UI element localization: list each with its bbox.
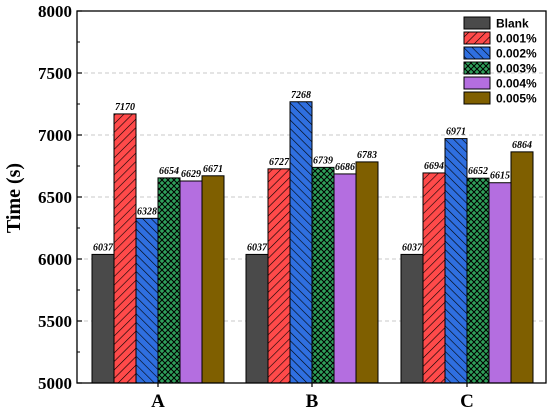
bar-b-0-004 [333,173,357,384]
bar-b-0-002-hatch [290,101,312,383]
data-label-c-0-004: 6615 [490,171,510,182]
bar-c-blank [400,253,424,384]
data-label-a-blank: 6037 [93,242,114,253]
bar-a-blank [91,253,115,384]
bar-a-0-004 [179,180,203,384]
y-tick-label-6000: 6000 [38,250,72,269]
legend-swatch-0-004 [463,76,491,90]
bar-c-0-004 [488,182,512,384]
data-label-a-0-005: 6671 [203,164,223,175]
bars [91,101,534,384]
legend-swatch-0-005 [463,91,491,105]
x-tick-label-b: B [306,391,319,412]
y-tick-label-6500: 6500 [38,188,72,207]
data-label-c-0-005: 6864 [512,140,532,151]
data-label-b-0-001: 6727 [269,157,290,168]
bar-b-0-005 [355,161,379,384]
data-label-c-0-001: 6694 [424,161,444,172]
bar-b-0-001-hatch [268,168,290,383]
data-label-a-0-002: 6328 [137,206,157,217]
y-tick-label-5000: 5000 [38,374,72,393]
data-label-a-0-001: 7170 [115,102,135,113]
bar-c-0-001-hatch [423,172,445,383]
data-label-c-0-002: 6971 [446,127,466,138]
bar-b-blank [245,253,269,384]
legend-label-0-005: 0.005% [496,92,537,106]
y-tick-label-7500: 7500 [38,64,72,83]
axes: 5000 5500 6000 6500 7000 7500 8000 A B C [38,2,547,412]
x-tick-label-c: C [460,391,474,412]
data-label-b-0-004: 6686 [335,162,355,173]
bar-a-0-001-hatch [114,113,136,384]
y-tick-label-7000: 7000 [38,126,72,145]
y-tick-label-8000: 8000 [38,2,72,21]
bar-b-0-003-hatch [312,167,334,383]
bar-c-0-003-hatch [467,178,489,383]
data-label-b-blank: 6037 [247,242,268,253]
x-tick-label-a: A [151,391,165,412]
data-label-c-0-003: 6652 [468,166,488,177]
bar-a-0-002-hatch [136,218,158,383]
bar-a-0-003-hatch [158,177,180,383]
legend-swatch-hatch-0-002 [464,47,490,59]
data-label-c-blank: 6037 [402,242,423,253]
y-tick-label-5500: 5500 [38,312,72,331]
legend-swatch-hatch-0-003 [464,62,490,74]
legend-swatch-blank [463,16,491,30]
legend-label-0-004: 0.004% [496,77,537,91]
legend-label-blank: Blank [496,17,529,31]
data-label-a-0-004: 6629 [181,169,201,180]
legend-swatch-hatch-0-001 [464,32,490,44]
data-label-a-0-003: 6654 [159,166,179,177]
bar-a-0-005 [201,175,225,384]
legend-label-0-002: 0.002% [496,47,537,61]
data-labels: 6037 6037 6037 7170 6727 6694 6328 7268 6971 6654… [93,90,532,254]
legend-label-0-003: 0.003% [496,62,537,76]
bar-c-0-005 [510,151,534,384]
data-label-b-0-005: 6783 [357,150,377,161]
legend-label-0-001: 0.001% [496,32,537,46]
data-label-b-0-002: 7268 [291,90,311,101]
bar-c-0-002-hatch [445,138,467,383]
y-axis-title: Time (s) [3,163,25,233]
data-label-b-0-003: 6739 [313,155,333,166]
